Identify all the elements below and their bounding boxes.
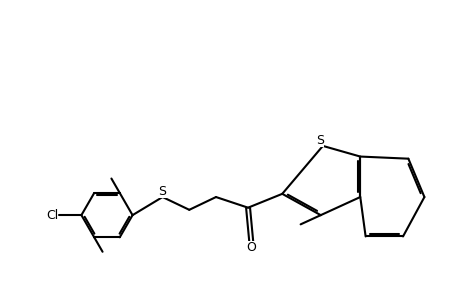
Text: O: O [246,241,256,254]
Text: Cl: Cl [46,208,58,222]
Text: S: S [316,134,324,146]
Text: S: S [158,184,166,198]
